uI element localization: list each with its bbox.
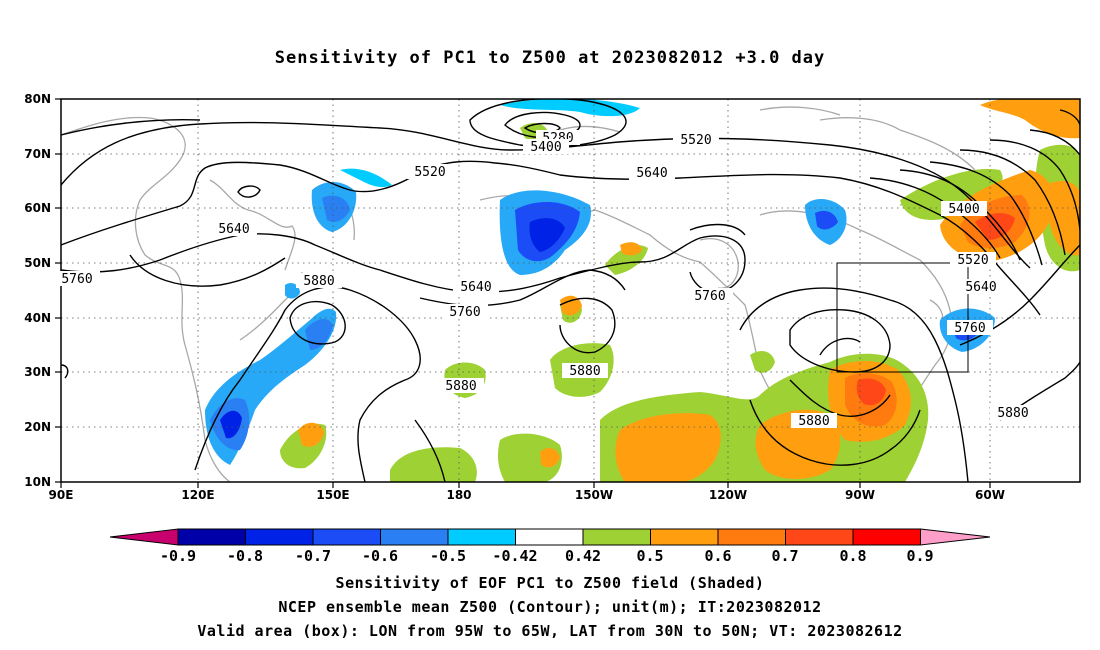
contour-label: 5880: [997, 406, 1028, 421]
sensitivity-shading: [205, 99, 1080, 482]
longitude-labels: 90E 120E 150E 180 150W 120W 90W 60W: [49, 488, 1005, 502]
lon-label: 120E: [181, 488, 214, 502]
contour-label: 5640: [218, 222, 249, 237]
lat-label: 20N: [24, 420, 51, 434]
contour-labels: 5280 5400 5520 5520 5640 5640 5640 5760 …: [54, 130, 1036, 429]
lat-label: 10N: [24, 475, 51, 489]
lat-label: 30N: [24, 365, 51, 379]
colorbar-label: 0.42: [565, 547, 601, 565]
colorbar-label: 0.7: [771, 547, 798, 565]
caption-contour: NCEP ensemble mean Z500 (Contour); unit(…: [278, 598, 822, 616]
colorbar-label: 0.8: [839, 547, 866, 565]
colorbar-segment: [380, 528, 449, 546]
colorbar: [109, 528, 991, 546]
lon-label: 150W: [575, 488, 613, 502]
contour-label: 5520: [414, 165, 445, 180]
colorbar-label: -0.42: [492, 547, 537, 565]
caption-valid-area: Valid area (box): LON from 95W to 65W, L…: [197, 622, 903, 640]
lon-label: 90W: [845, 488, 875, 502]
contour-label: 5400: [530, 140, 561, 155]
colorbar-segment: [312, 528, 381, 546]
colorbar-cap-left: [109, 528, 179, 546]
contour-label: 5760: [694, 289, 725, 304]
lon-label: 150E: [316, 488, 349, 502]
colorbar-segment: [785, 528, 854, 546]
contour-label: 5880: [569, 364, 600, 379]
tick-marks: [55, 98, 991, 488]
contour-label: 5760: [954, 321, 985, 336]
map-plot-area: [61, 99, 1080, 482]
colorbar-segment: [852, 528, 921, 546]
colorbar-segment: [515, 528, 584, 546]
latitude-labels: 10N 20N 30N 40N 50N 60N 70N 80N: [24, 92, 51, 489]
lon-label: 180: [446, 488, 471, 502]
colorbar-segment: [245, 528, 314, 546]
contour-label: 5760: [449, 305, 480, 320]
contour-label: 5520: [957, 253, 988, 268]
colorbar-segment: [650, 528, 719, 546]
colorbar-label: -0.9: [160, 547, 196, 565]
contour-label: 5640: [636, 166, 667, 181]
colorbar-segment: [177, 528, 246, 546]
contour-label: 5640: [460, 280, 491, 295]
colorbar-label: -0.7: [295, 547, 331, 565]
colorbar-cap-right: [920, 528, 991, 546]
contour-label: 5520: [680, 133, 711, 148]
lat-label: 60N: [24, 201, 51, 215]
colorbar-label: 0.9: [906, 547, 933, 565]
valid-area-box: [836, 262, 969, 373]
lon-label: 60W: [975, 488, 1005, 502]
lat-label: 50N: [24, 256, 51, 270]
lat-label: 80N: [24, 92, 51, 106]
colorbar-label: 0.5: [636, 547, 663, 565]
colorbar-label: -0.6: [362, 547, 398, 565]
caption-shading: Sensitivity of EOF PC1 to Z500 field (Sh…: [335, 574, 765, 592]
colorbar-label: -0.8: [227, 547, 263, 565]
chart-title: Sensitivity of PC1 to Z500 at 2023082012…: [274, 48, 826, 68]
colorbar-label: 0.6: [704, 547, 731, 565]
lon-label: 90E: [49, 488, 74, 502]
lon-label: 120W: [709, 488, 747, 502]
colorbar-segment: [717, 528, 786, 546]
colorbar-segment: [447, 528, 516, 546]
contour-label: 5880: [303, 274, 334, 289]
colorbar-labels: -0.9 -0.8 -0.7 -0.6 -0.5 -0.42 0.42 0.5 …: [160, 547, 934, 565]
contour-label: 5880: [798, 414, 829, 429]
plot-frame: [60, 98, 1081, 483]
contour-label: 5640: [965, 280, 996, 295]
contour-label: 5760: [61, 272, 92, 287]
lat-label: 70N: [24, 147, 51, 161]
colorbar-segment: [582, 528, 651, 546]
lat-label: 40N: [24, 311, 51, 325]
colorbar-label: -0.5: [430, 547, 466, 565]
contour-label: 5880: [445, 379, 476, 394]
contour-label: 5400: [948, 202, 979, 217]
